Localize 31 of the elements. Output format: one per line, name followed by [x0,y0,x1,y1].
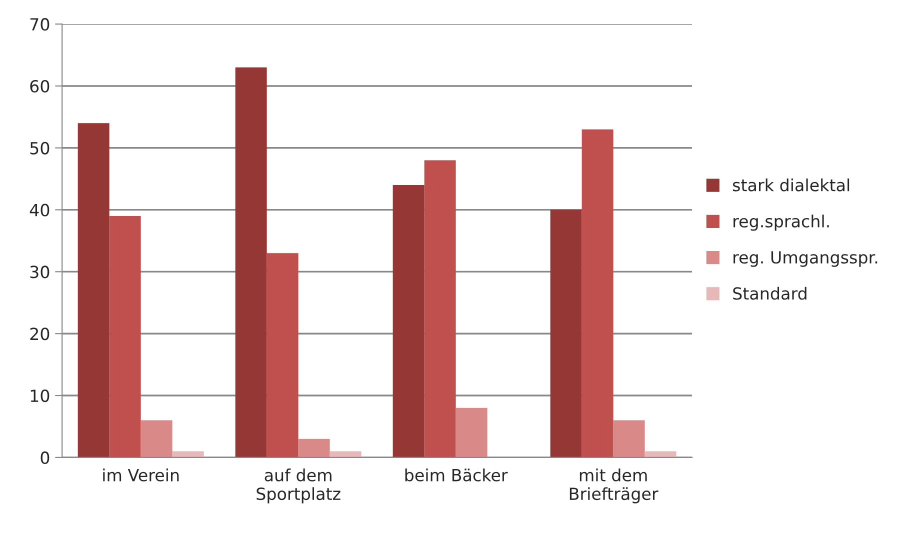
bar [298,438,330,458]
bar [330,451,362,458]
bar [140,420,172,458]
bar [550,210,582,458]
y-tick-label: 20 [30,328,50,340]
y-tick-label: 60 [30,80,50,93]
y-tick-label: 50 [30,142,50,154]
x-tick-label: mit dem Briefträger [570,468,658,504]
y-tick-label: 40 [30,204,50,216]
bar [582,129,614,458]
bar [78,123,110,458]
legend-label: reg.sprachl. [734,214,829,231]
bar [266,253,298,458]
bar [424,160,456,458]
x-tick-label: beim Bäcker [405,468,508,482]
x-tick-label: auf dem Sportplatz [256,468,340,504]
bar [172,451,204,458]
y-tick-label: 70 [30,18,50,31]
bar [644,451,676,458]
bar [235,67,267,458]
x-tick-label: im Verein [103,468,179,482]
legend-label: stark dialektal [732,178,850,192]
y-tick-label: 0 [40,451,50,464]
legend-label: Standard [733,286,806,300]
y-tick-label: 30 [30,266,50,278]
bar [109,216,141,458]
bar [392,185,424,458]
legend-label: reg. Umgangsspr. [734,251,878,267]
bar [613,420,645,458]
bar [456,408,488,458]
y-tick-label: 10 [30,389,50,402]
